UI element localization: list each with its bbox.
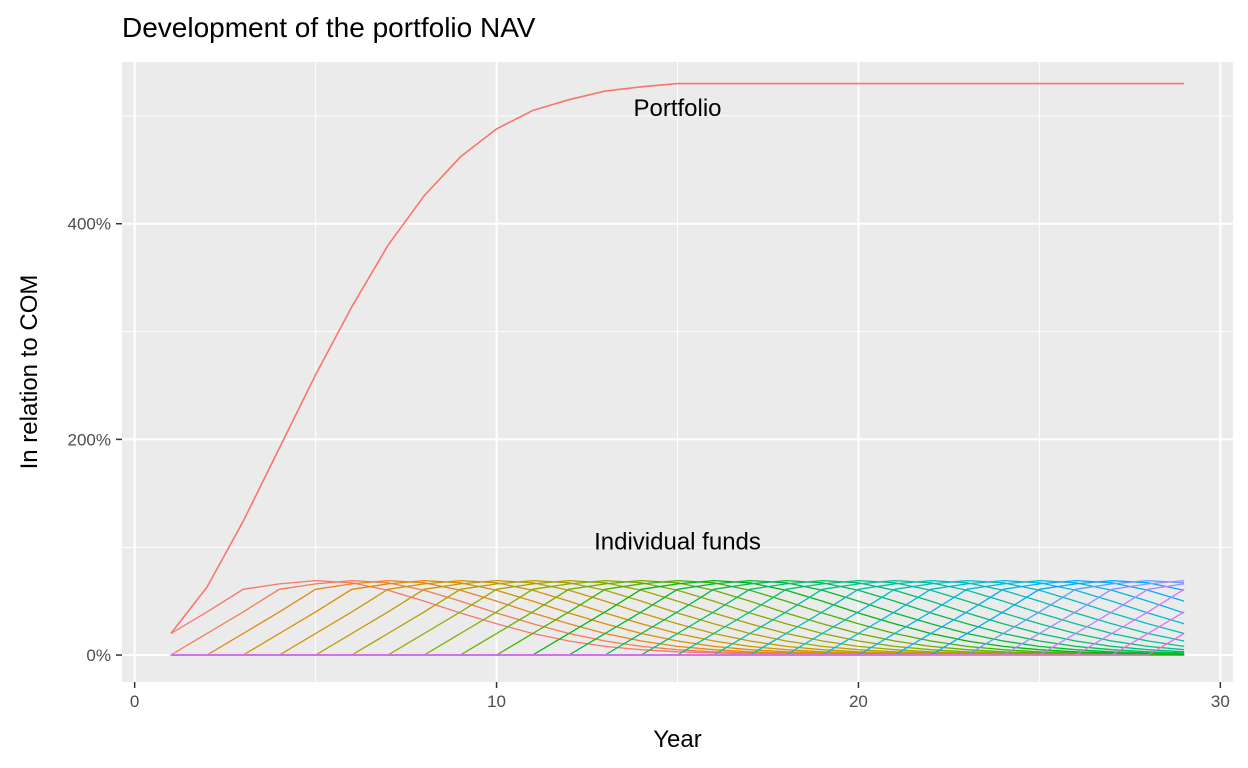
y-tick-label: 400% <box>68 215 111 234</box>
y-tick-label: 200% <box>68 430 111 449</box>
individual-funds-annotation: Individual funds <box>594 528 761 555</box>
y-axis-title: In relation to COM <box>16 275 43 470</box>
x-tick-label: 0 <box>130 692 139 711</box>
x-tick-label: 20 <box>849 692 868 711</box>
chart-title: Development of the portfolio NAV <box>122 12 536 43</box>
y-tick-label: 0% <box>86 646 111 665</box>
x-tick-label: 10 <box>487 692 506 711</box>
x-axis-title: Year <box>653 726 702 753</box>
fund-line-29 <box>170 632 1185 656</box>
portfolio-annotation: Portfolio <box>633 95 721 122</box>
portfolio-line <box>170 82 1185 634</box>
x-tick-label: 30 <box>1211 692 1230 711</box>
